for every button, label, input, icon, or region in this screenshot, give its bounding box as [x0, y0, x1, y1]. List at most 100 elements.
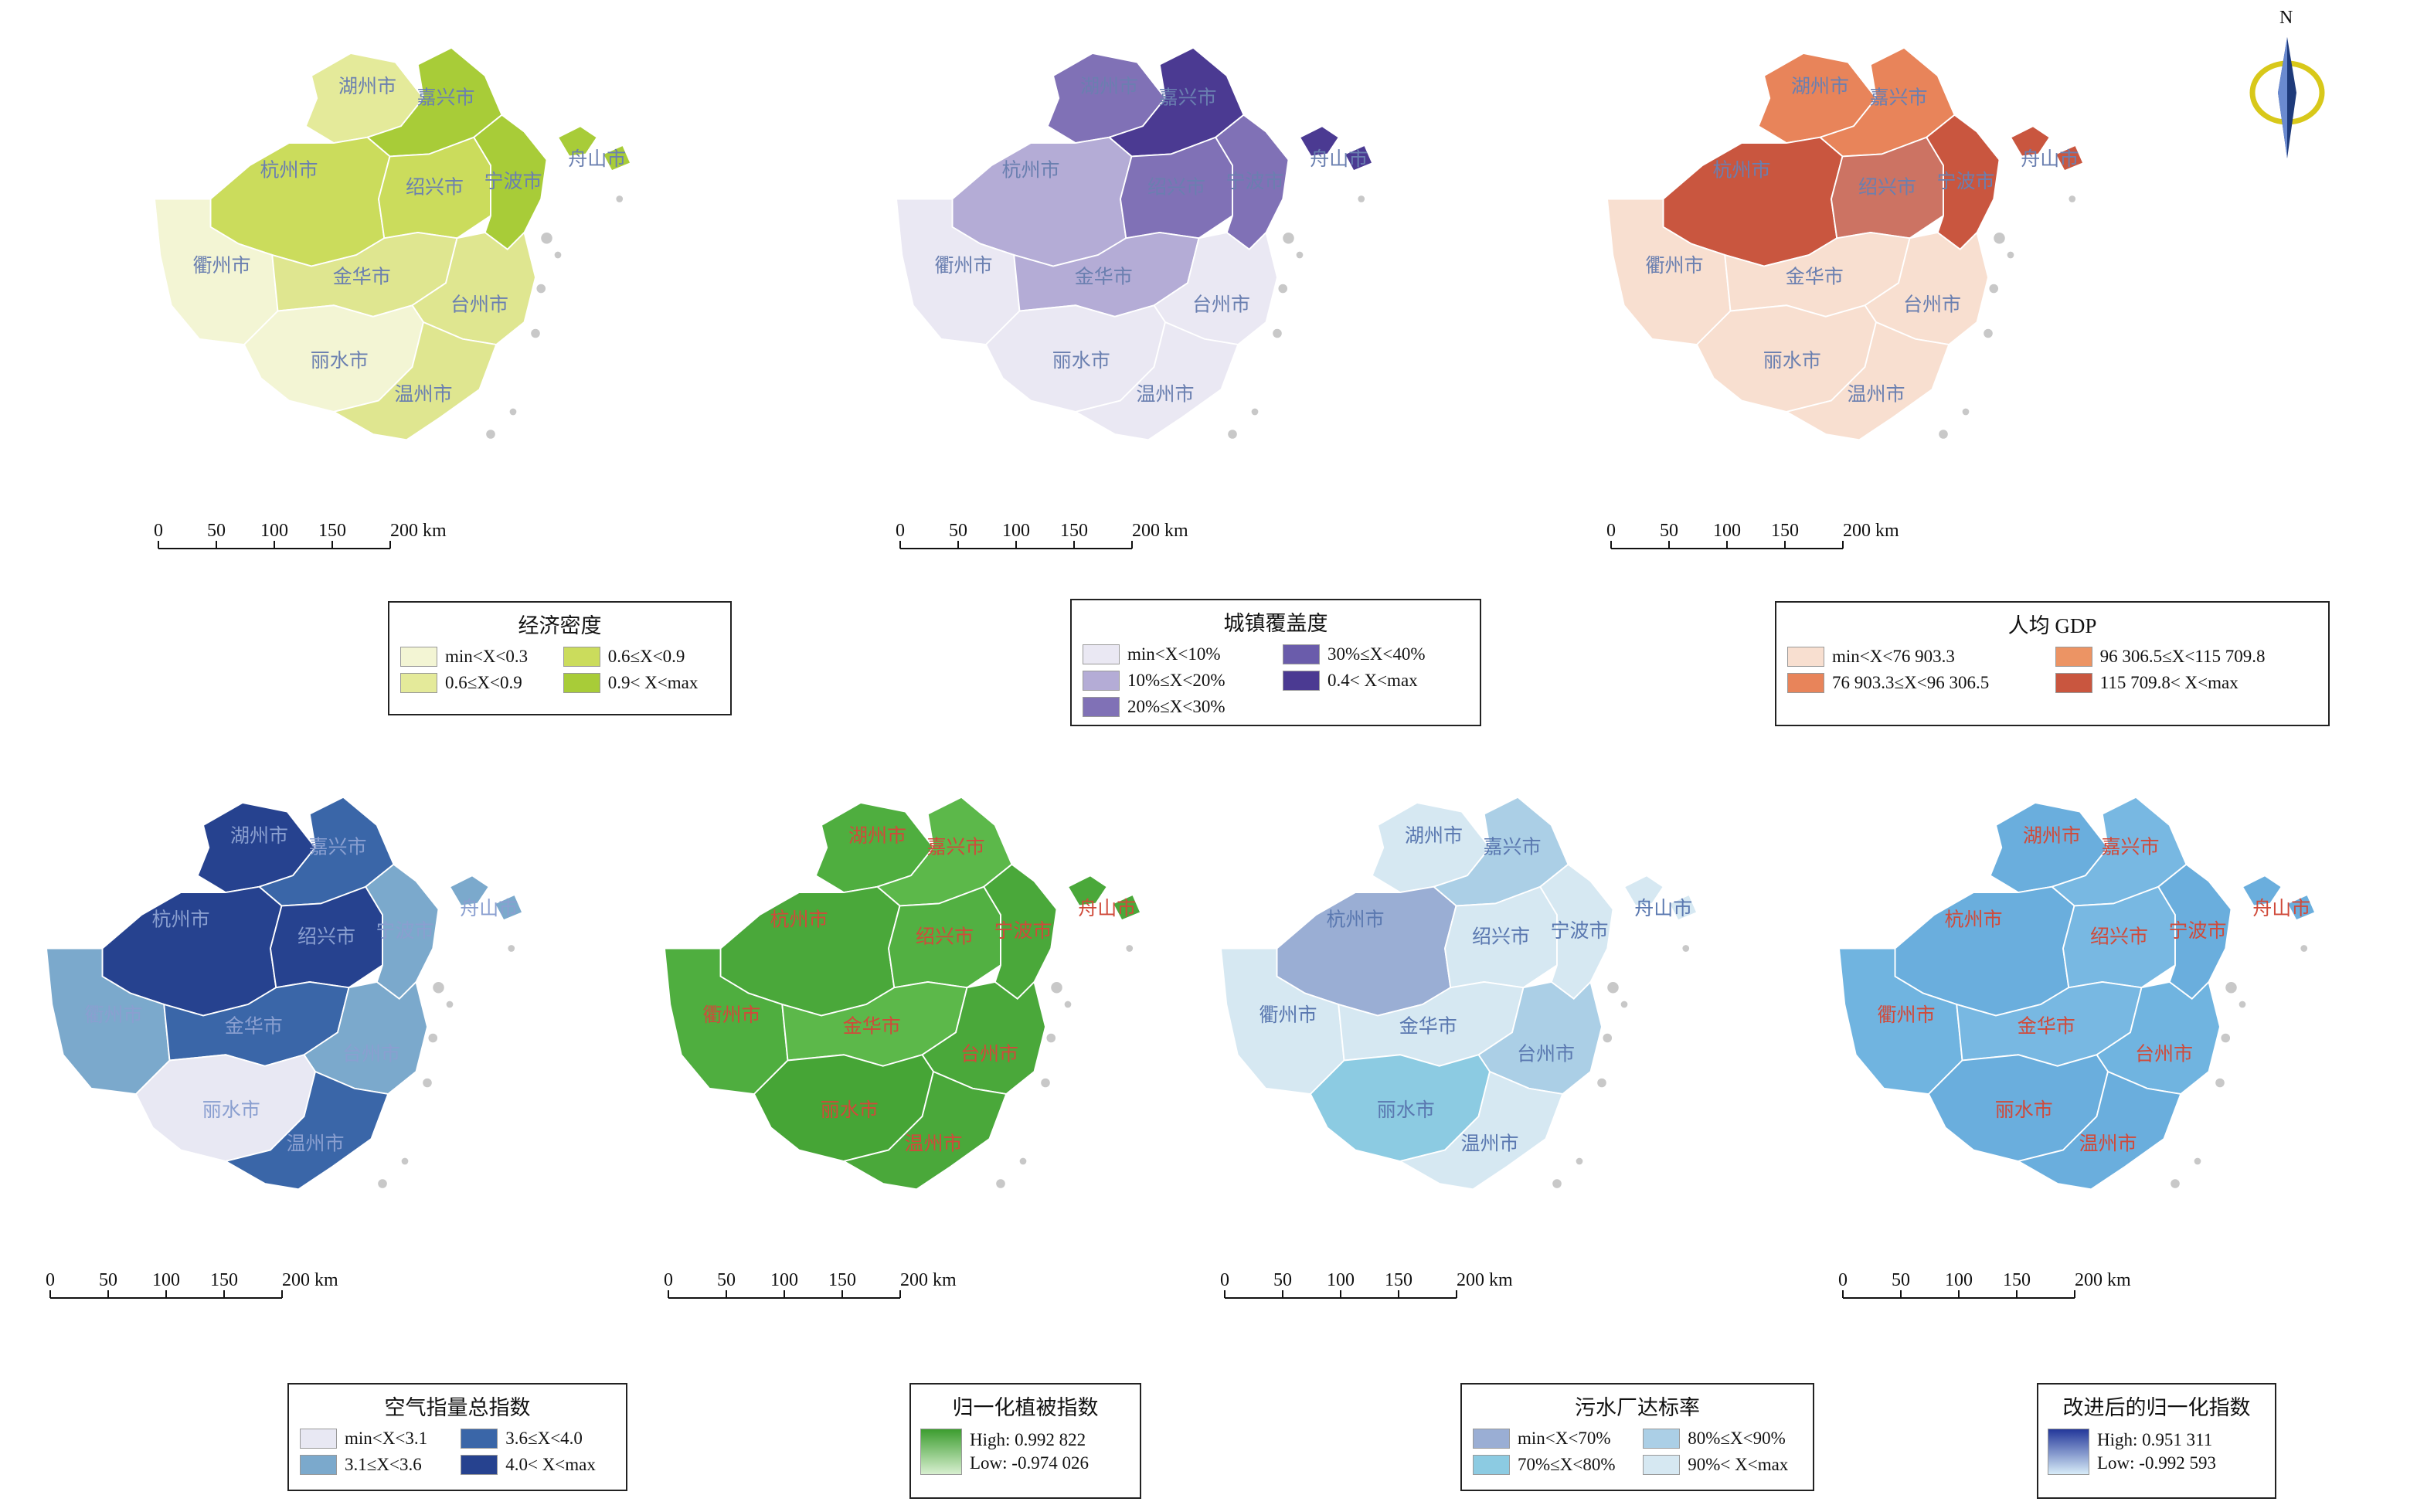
city-label-ningbo: 宁波市	[1550, 919, 1608, 942]
island-shape	[2221, 1033, 2231, 1043]
city-label-taizhou: 台州市	[342, 1043, 400, 1065]
city-label-jiaxing: 嘉兴市	[926, 835, 984, 858]
legend-label: min<X<0.3	[445, 647, 529, 666]
legend-high: High: 0.951 311	[2097, 1430, 2213, 1449]
region-taizhou	[921, 980, 1046, 1095]
legend-swatch	[2055, 673, 2092, 693]
city-label-zhoushan: 舟山市	[1310, 148, 1368, 170]
region-wenzhou	[223, 1070, 389, 1191]
city-label-ningbo: 宁波市	[1225, 170, 1283, 192]
scale-tick-label: 50	[1660, 521, 1678, 541]
legend-title: 空气指量总指数	[384, 1396, 531, 1419]
scale-tick-label: 0	[1220, 1270, 1229, 1290]
region-shaoxing	[1120, 136, 1233, 240]
city-label-zhoushan: 舟山市	[1078, 897, 1136, 919]
legend-swatch	[1283, 671, 1320, 691]
city-label-quzhou: 衢州市	[1877, 1004, 1935, 1026]
region-taizhou	[1477, 980, 1603, 1095]
city-label-jinhua: 金华市	[1786, 265, 1844, 287]
city-label-jiaxing: 嘉兴市	[2101, 835, 2159, 858]
legend-item: min<X<3.1	[300, 1429, 447, 1449]
city-label-taizhou: 台州市	[1903, 294, 1961, 316]
region-wenzhou	[1398, 1070, 1564, 1191]
region-zhoushan	[2241, 875, 2317, 922]
region-shaoxing	[888, 885, 1001, 989]
region-wenzhou	[1784, 321, 1950, 441]
island-shape	[1296, 251, 1304, 259]
legend-title: 经济密度	[518, 614, 602, 637]
legend-high: High: 0.992 822	[970, 1430, 1086, 1449]
island-shape	[1019, 1157, 1027, 1165]
city-label-taizhou: 台州市	[1192, 294, 1250, 316]
scale-tick-label: 0	[1606, 521, 1616, 541]
island-shape	[1051, 982, 1062, 994]
island-shape	[1041, 1078, 1050, 1088]
city-label-jiaxing: 嘉兴市	[416, 86, 474, 108]
legend-item: 96 306.5≤X<115 709.8	[2055, 647, 2317, 667]
scale-tick-label: 100	[1002, 521, 1030, 541]
island-shape	[2007, 251, 2014, 259]
city-label-lishui: 丽水市	[1377, 1099, 1435, 1121]
city-label-shaoxing: 绍兴市	[1472, 925, 1530, 947]
legend-item: 76 903.3≤X<96 306.5	[1787, 673, 2041, 693]
legend-swatch	[461, 1429, 498, 1449]
legend-swatch	[563, 673, 600, 693]
legend-title: 人均 GDP	[2007, 614, 2097, 637]
map-air-quality: 湖州市 嘉兴市 杭州市 绍兴市 宁波市 舟山市 衢州市 金华市 台州市 丽水市 温州市 0 50 100 1…	[45, 773, 524, 1313]
scale-tick-label: 50	[949, 521, 967, 541]
island-shape	[378, 1179, 387, 1188]
scale-bar: 0 50 100 150 200 km	[1220, 1270, 1513, 1299]
city-label-huzhou: 湖州市	[1080, 75, 1138, 97]
city-label-ningbo: 宁波市	[2168, 919, 2226, 942]
island-shape	[1273, 328, 1282, 338]
island-shape	[509, 408, 517, 416]
legend-item: 80%≤X<90%	[1643, 1429, 1802, 1449]
island-shape	[2239, 1001, 2246, 1008]
legend-swatch	[1787, 647, 1824, 667]
scale-tick-label: 100	[152, 1270, 180, 1290]
legend-label: min<X<70%	[1518, 1429, 1611, 1448]
island-shape	[1283, 233, 1294, 244]
city-label-hangzhou: 杭州市	[770, 909, 828, 931]
legend-low: Low: -0.992 593	[2097, 1453, 2216, 1473]
region-shaoxing	[1444, 885, 1558, 989]
island-shape	[428, 1033, 438, 1043]
island-shape	[1682, 945, 1690, 952]
city-label-taizhou: 台州市	[450, 294, 508, 316]
city-label-wenzhou: 温州市	[286, 1133, 344, 1155]
region-wenzhou	[841, 1070, 1008, 1191]
city-label-ningbo: 宁波市	[376, 919, 433, 942]
island-shape	[1046, 1033, 1056, 1043]
city-label-lishui: 丽水市	[202, 1099, 260, 1121]
region-wenzhou	[1073, 321, 1239, 441]
scale-tick-label: 0	[154, 521, 163, 541]
north-arrow: N	[2241, 8, 2334, 162]
legend-air-quality: 空气指量总指数 min<X<3.1 3.6≤X<4.0 3.1≤X<3.6 4.0< …	[287, 1383, 627, 1491]
gradient-bar	[2048, 1429, 2089, 1475]
scale-tick-label: 200 km	[282, 1270, 338, 1290]
legend-label: 10%≤X<20%	[1127, 671, 1225, 690]
legend-swatch	[1473, 1455, 1510, 1475]
city-label-jinhua: 金华市	[1399, 1014, 1457, 1037]
city-label-wenzhou: 温州市	[1847, 383, 1905, 406]
legend-label: 80%≤X<90%	[1688, 1429, 1786, 1448]
city-label-jinhua: 金华市	[1075, 265, 1133, 287]
island-shape	[1962, 408, 1970, 416]
island-shape	[531, 328, 540, 338]
scale-bar: 0 50 100 150 200 km	[154, 521, 447, 549]
city-label-taizhou: 台州市	[2135, 1043, 2193, 1065]
city-label-lishui: 丽水市	[1052, 349, 1110, 372]
legend-swatch	[1283, 644, 1320, 664]
legend-swatch	[400, 647, 437, 667]
north-arrow-label: N	[2279, 8, 2293, 28]
city-label-quzhou: 衢州市	[192, 254, 250, 277]
legend-urban-coverage: 城镇覆盖度 min<X<10% 30%≤X<40% 10%≤X<20% 0.4< X<…	[1070, 599, 1481, 726]
legend-title: 污水厂达标率	[1575, 1396, 1700, 1419]
city-label-jiaxing: 嘉兴市	[1483, 835, 1541, 858]
legend-swatch	[1083, 697, 1120, 717]
region-shaoxing	[378, 136, 491, 240]
city-label-zhoushan: 舟山市	[2021, 148, 2079, 170]
region-taizhou	[303, 980, 428, 1095]
scale-tick-label: 0	[896, 521, 905, 541]
